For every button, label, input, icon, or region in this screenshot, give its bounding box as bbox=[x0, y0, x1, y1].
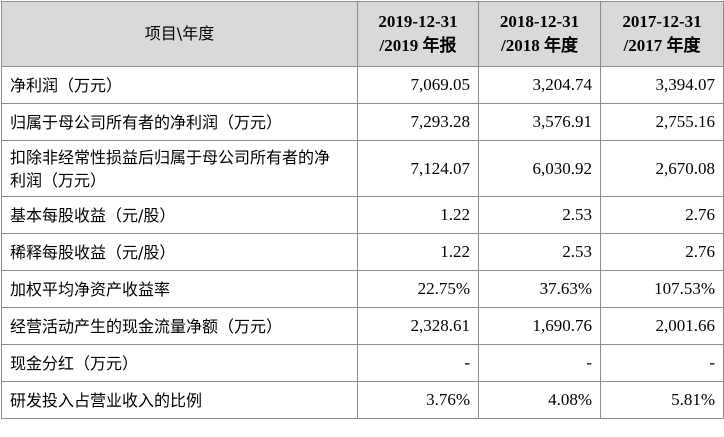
value-text: 7,293.28 bbox=[410, 112, 471, 131]
value-cell: 1.22 bbox=[357, 196, 479, 234]
table-row: 净利润（万元） 7,069.05 3,204.74 3,394.07 bbox=[1, 66, 724, 104]
table-row: 稀释每股收益（元/股） 1.22 2.53 2.76 bbox=[1, 233, 724, 271]
value-text: 5.81% bbox=[671, 390, 715, 409]
value-cell: 2,755.16 bbox=[600, 103, 724, 141]
table-row: 扣除非经常性损益后归属于母公司所有者的净利润（万元） 7,124.07 6,030.… bbox=[1, 140, 724, 197]
header-row: 项目\年度 2019-12-31/2019 年报 2018-12-31/2018 年… bbox=[1, 1, 724, 67]
value-text: 22.75% bbox=[417, 279, 470, 298]
value-text: 1,690.76 bbox=[532, 316, 593, 335]
value-cell: 2,670.08 bbox=[600, 140, 724, 197]
table-body: 净利润（万元） 7,069.05 3,204.74 3,394.07 归属于母公司所有者… bbox=[1, 66, 724, 419]
value-cell: 2,001.66 bbox=[600, 307, 724, 345]
label-text: 经营活动产生的现金流量净额（万元） bbox=[10, 316, 283, 336]
value-text: 37.63% bbox=[539, 279, 592, 298]
value-cell: 107.53% bbox=[600, 270, 724, 308]
row-label: 归属于母公司所有者的净利润（万元） bbox=[1, 103, 358, 141]
value-cell: 2.76 bbox=[600, 233, 724, 271]
row-label: 研发投入占营业收入的比例 bbox=[1, 381, 358, 419]
header-text: /2017 年度 bbox=[623, 36, 701, 55]
value-text: 1.22 bbox=[440, 205, 470, 224]
header-cell: 2017-12-31/2017 年度 bbox=[600, 1, 724, 67]
value-cell: 4.08% bbox=[478, 381, 601, 419]
value-text: 3,204.74 bbox=[532, 75, 593, 94]
value-cell: 3,576.91 bbox=[478, 103, 601, 141]
row-label: 净利润（万元） bbox=[1, 66, 358, 104]
table-row: 研发投入占营业收入的比例 3.76% 4.08% 5.81% bbox=[1, 381, 724, 419]
value-text: 2,328.61 bbox=[410, 316, 471, 335]
label-text: 现金分红（万元） bbox=[10, 353, 139, 373]
header-text: 2018-12-31 bbox=[499, 12, 580, 31]
row-label: 加权平均净资产收益率 bbox=[1, 270, 358, 308]
label-text: 研发投入占营业收入的比例 bbox=[10, 390, 203, 410]
value-cell: 2.76 bbox=[600, 196, 724, 234]
value-cell: 1.22 bbox=[357, 233, 479, 271]
value-text: 1.22 bbox=[440, 242, 470, 261]
value-cell: 2.53 bbox=[478, 233, 601, 271]
value-text: 2.76 bbox=[685, 242, 715, 261]
value-text: 107.53% bbox=[654, 279, 715, 298]
row-label: 经营活动产生的现金流量净额（万元） bbox=[1, 307, 358, 345]
row-label: 现金分红（万元） bbox=[1, 344, 358, 382]
header-text: 2019-12-31 bbox=[378, 12, 458, 31]
header-cell: 2019-12-31/2019 年报 bbox=[357, 1, 479, 67]
value-text: 3.76% bbox=[426, 390, 470, 409]
value-text: 2,670.08 bbox=[655, 158, 716, 178]
label-text: 净利润（万元） bbox=[10, 75, 123, 95]
table-row: 加权平均净资产收益率 22.75% 37.63% 107.53% bbox=[1, 270, 724, 308]
value-text: 2.53 bbox=[562, 205, 592, 224]
value-cell: 3,394.07 bbox=[600, 66, 724, 104]
value-text: 7,124.07 bbox=[410, 158, 471, 178]
value-text: 2.53 bbox=[562, 242, 592, 261]
value-cell: 7,069.05 bbox=[357, 66, 479, 104]
header-text: 项目\年度 bbox=[144, 24, 215, 43]
value-text: - bbox=[709, 353, 715, 372]
table-row: 归属于母公司所有者的净利润（万元） 7,293.28 3,576.91 2,755.1… bbox=[1, 103, 724, 141]
header-cell: 2018-12-31/2018 年度 bbox=[478, 1, 601, 67]
table-row: 基本每股收益（元/股） 1.22 2.53 2.76 bbox=[1, 196, 724, 234]
value-text: 3,576.91 bbox=[532, 112, 593, 131]
value-cell: 2,328.61 bbox=[357, 307, 479, 345]
table-row: 经营活动产生的现金流量净额（万元） 2,328.61 1,690.76 2,001.6… bbox=[1, 307, 724, 345]
header-text: /2019 年报 bbox=[379, 36, 457, 55]
value-text: 2,001.66 bbox=[655, 316, 716, 335]
value-text: - bbox=[464, 353, 470, 372]
value-cell: - bbox=[478, 344, 601, 382]
value-text: 3,394.07 bbox=[655, 75, 716, 94]
value-cell: 3,204.74 bbox=[478, 66, 601, 104]
label-text: 加权平均净资产收益率 bbox=[10, 279, 171, 299]
value-text: 2.76 bbox=[685, 205, 715, 224]
row-label: 稀释每股收益（元/股） bbox=[1, 233, 358, 271]
value-cell: 6,030.92 bbox=[478, 140, 601, 197]
value-cell: - bbox=[357, 344, 479, 382]
financial-table: 项目\年度 2019-12-31/2019 年报 2018-12-31/2018 年… bbox=[1, 1, 724, 419]
table-row: 现金分红（万元） - - - bbox=[1, 344, 724, 382]
value-text: - bbox=[586, 353, 592, 372]
label-text: 扣除非经常性损益后归属于母公司所有者的净利润（万元） bbox=[10, 147, 331, 190]
value-cell: 2.53 bbox=[478, 196, 601, 234]
value-cell: 7,124.07 bbox=[357, 140, 479, 197]
row-label: 基本每股收益（元/股） bbox=[1, 196, 358, 234]
value-text: 2,755.16 bbox=[655, 112, 716, 131]
row-label: 扣除非经常性损益后归属于母公司所有者的净利润（万元） bbox=[1, 140, 358, 197]
header-text: /2018 年度 bbox=[501, 36, 578, 55]
value-cell: 1,690.76 bbox=[478, 307, 601, 345]
value-cell: 3.76% bbox=[357, 381, 479, 419]
value-text: 4.08% bbox=[548, 390, 592, 409]
label-text: 基本每股收益（元/股） bbox=[10, 205, 176, 225]
value-cell: 5.81% bbox=[600, 381, 724, 419]
value-cell: 22.75% bbox=[357, 270, 479, 308]
value-text: 6,030.92 bbox=[532, 158, 593, 178]
value-cell: 37.63% bbox=[478, 270, 601, 308]
header-text: 2017-12-31 bbox=[622, 12, 702, 31]
value-text: 7,069.05 bbox=[410, 75, 471, 94]
value-cell: 7,293.28 bbox=[357, 103, 479, 141]
label-text: 稀释每股收益（元/股） bbox=[10, 242, 176, 262]
value-cell: - bbox=[600, 344, 724, 382]
header-cell: 项目\年度 bbox=[1, 1, 358, 67]
label-text: 归属于母公司所有者的净利润（万元） bbox=[10, 112, 283, 132]
